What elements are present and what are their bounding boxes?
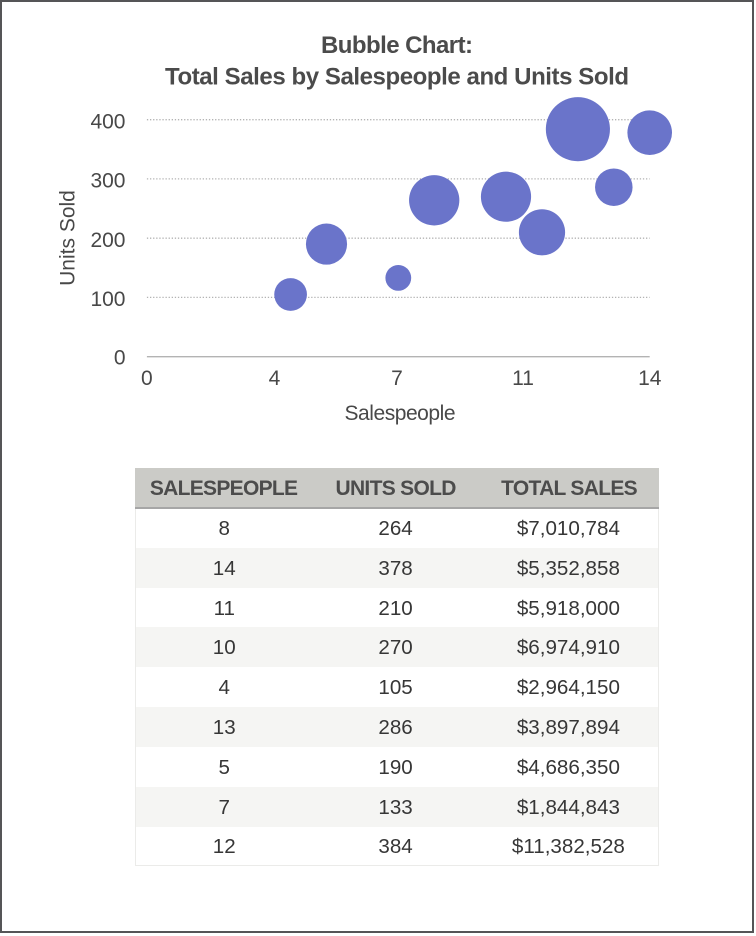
svg-text:0: 0 [114, 347, 126, 370]
svg-text:Salespeople: Salespeople [345, 402, 456, 425]
svg-text:Units Sold: Units Sold [57, 190, 80, 286]
svg-text:100: 100 [90, 288, 125, 311]
svg-text:400: 400 [90, 110, 125, 133]
svg-text:11: 11 [512, 367, 534, 390]
svg-text:300: 300 [90, 170, 125, 193]
svg-text:Bubble Chart:: Bubble Chart: [321, 32, 473, 59]
svg-text:0: 0 [141, 367, 153, 390]
svg-text:Total Sales by Salespeople and: Total Sales by Salespeople and Units Sol… [165, 63, 629, 90]
svg-text:200: 200 [90, 229, 125, 252]
svg-text:4: 4 [269, 367, 281, 390]
svg-text:7: 7 [391, 367, 403, 390]
svg-text:14: 14 [638, 367, 662, 390]
